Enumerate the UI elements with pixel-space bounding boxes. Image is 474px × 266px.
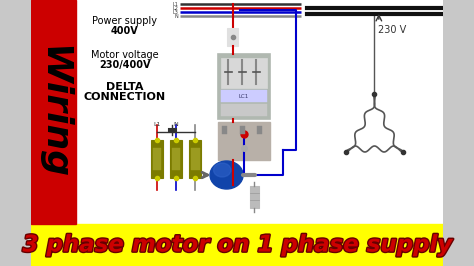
Bar (153, 148, 161, 170)
Bar (218, 54, 270, 119)
Bar (31, 0, 76, 224)
Text: Power supply: Power supply (92, 16, 157, 26)
Text: CONNECTION: CONNECTION (84, 92, 166, 102)
Bar (189, 140, 201, 178)
Bar (218, 122, 270, 160)
Text: 3 phase motor on 1 phase supply: 3 phase motor on 1 phase supply (23, 234, 451, 256)
Bar (250, 186, 259, 208)
Bar (240, 126, 245, 134)
Text: L1: L1 (173, 2, 179, 6)
Bar (191, 148, 200, 170)
Text: Wiring: Wiring (36, 45, 70, 179)
Text: N: N (173, 122, 178, 127)
Text: L1: L1 (153, 122, 161, 127)
Bar (221, 58, 266, 88)
Bar (31, 224, 443, 266)
Bar (221, 90, 266, 102)
Text: 400V: 400V (111, 26, 138, 36)
Bar (299, 0, 443, 224)
Text: LC1: LC1 (239, 94, 249, 98)
Text: 230/400V: 230/400V (99, 60, 150, 70)
Text: Motor voltage: Motor voltage (91, 50, 159, 60)
Text: L2: L2 (173, 6, 179, 10)
Bar (145, 138, 202, 183)
Bar (76, 0, 443, 224)
Text: N: N (175, 14, 179, 19)
Bar (257, 126, 262, 134)
Bar (222, 126, 228, 134)
Ellipse shape (210, 161, 243, 189)
Bar (172, 148, 181, 170)
Text: DELTA: DELTA (106, 82, 144, 92)
Bar (151, 140, 163, 178)
Bar (170, 140, 182, 178)
Bar (221, 104, 266, 116)
Bar (228, 28, 238, 46)
Ellipse shape (213, 163, 231, 177)
Text: 230 V: 230 V (378, 25, 406, 35)
Text: L3: L3 (173, 10, 179, 15)
